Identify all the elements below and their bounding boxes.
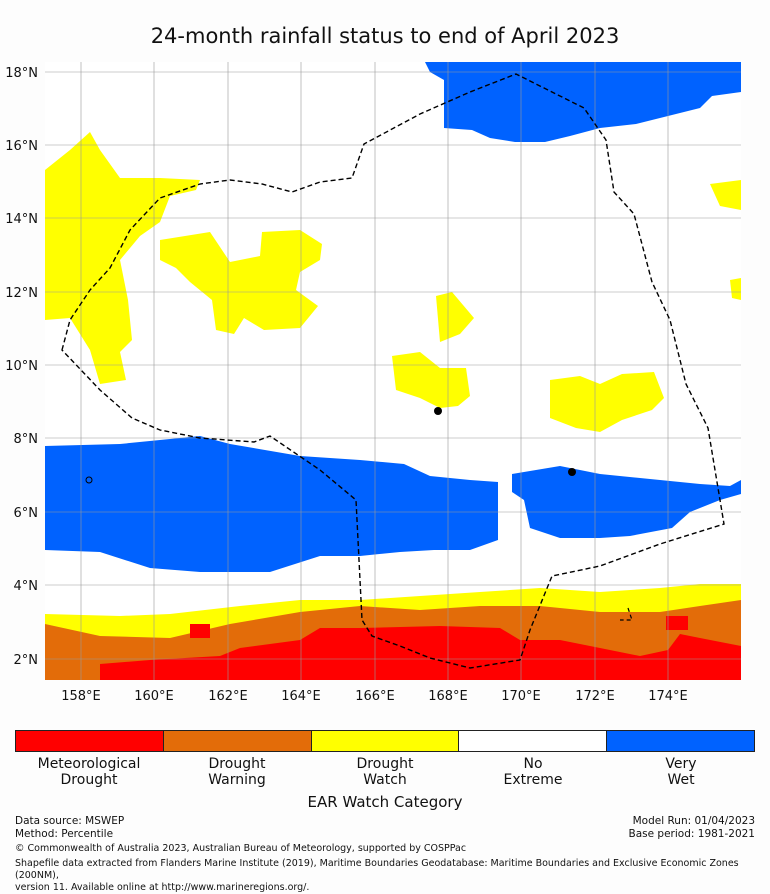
lat-label: 14°N xyxy=(5,212,38,227)
map-background xyxy=(45,62,741,680)
legend-label: Drought Warning xyxy=(208,756,266,788)
legend-label: No Extreme xyxy=(503,756,563,788)
lon-label: 162°E xyxy=(208,689,248,704)
legend-labels: Meteorological Drought Drought Warning D… xyxy=(15,756,755,788)
very-wet-region-east xyxy=(512,466,741,538)
model-run: Model Run: 01/04/2023 xyxy=(632,815,755,827)
island-marker xyxy=(434,407,442,415)
watch-region-mid xyxy=(392,352,470,408)
met-drought-patch xyxy=(190,624,210,638)
lon-label: 174°E xyxy=(648,689,688,704)
legend-swatch-met-drought xyxy=(16,731,164,751)
legend-label: Drought Watch xyxy=(356,756,414,788)
legend-label: Very Wet xyxy=(665,756,697,788)
footer-right: Model Run: 01/04/2023 Base period: 1981-… xyxy=(629,815,755,841)
eez-boundary xyxy=(61,73,725,669)
very-wet-region-band xyxy=(45,436,498,572)
shapefile-line: version 11. Available online at http://w… xyxy=(15,882,310,893)
lat-label: 16°N xyxy=(5,139,38,154)
lat-label: 6°N xyxy=(14,506,39,521)
lon-label: 164°E xyxy=(281,689,321,704)
lon-label: 170°E xyxy=(501,689,541,704)
latitude-labels: 18°N 16°N 14°N 12°N 10°N 8°N 6°N 4°N 2°N xyxy=(5,66,38,668)
island-marker-east xyxy=(568,468,576,476)
very-wet-region-north xyxy=(425,62,741,142)
watch-region-far-east2 xyxy=(730,278,741,300)
page-title: 24-month rainfall status to end of April… xyxy=(150,24,620,48)
lat-label: 2°N xyxy=(14,653,39,668)
method: Method: Percentile xyxy=(15,828,114,840)
longitude-labels: 158°E 160°E 162°E 164°E 166°E 168°E 170°… xyxy=(61,689,688,704)
legend-swatch-no-extreme xyxy=(459,731,608,751)
lon-label: 168°E xyxy=(428,689,468,704)
watch-region-west xyxy=(45,132,200,384)
data-source: Data source: MSWEP xyxy=(15,815,125,827)
lon-label: 166°E xyxy=(355,689,395,704)
watch-region-mid2 xyxy=(436,292,474,342)
watch-region-center xyxy=(160,230,322,334)
lat-label: 8°N xyxy=(14,432,39,447)
lat-label: 4°N xyxy=(14,579,39,594)
copyright: © Commonwealth of Australia 2023, Austra… xyxy=(15,843,467,854)
met-drought-region-south xyxy=(100,626,741,680)
legend-swatch-warning xyxy=(163,731,312,751)
legend-colorbar xyxy=(15,730,755,752)
lon-label: 172°E xyxy=(575,689,615,704)
lon-label: 158°E xyxy=(61,689,101,704)
met-drought-patch-east xyxy=(666,616,688,630)
lat-label: 10°N xyxy=(5,359,38,374)
island-marker-small xyxy=(85,476,93,484)
watch-region-east xyxy=(550,372,664,432)
legend-label: Meteorological Drought xyxy=(37,756,141,788)
lat-label: 12°N xyxy=(5,286,38,301)
legend-swatch-watch xyxy=(311,731,460,751)
watch-region-far-east xyxy=(710,180,741,210)
lat-label: 18°N xyxy=(5,66,38,81)
legend-swatch-very-wet xyxy=(607,731,754,751)
footer-left: Data source: MSWEP Method: Percentile xyxy=(15,815,124,841)
rainfall-map: 18°N 16°N 14°N 12°N 10°N 8°N 6°N 4°N 2°N… xyxy=(5,62,741,704)
legend-title: EAR Watch Category xyxy=(307,793,463,811)
lon-label: 160°E xyxy=(134,689,174,704)
base-period: Base period: 1981-2021 xyxy=(628,828,755,840)
shapefile-credit: Shapefile data extracted from Flanders M… xyxy=(15,858,765,894)
shapefile-line: Shapefile data extracted from Flanders M… xyxy=(15,858,739,881)
